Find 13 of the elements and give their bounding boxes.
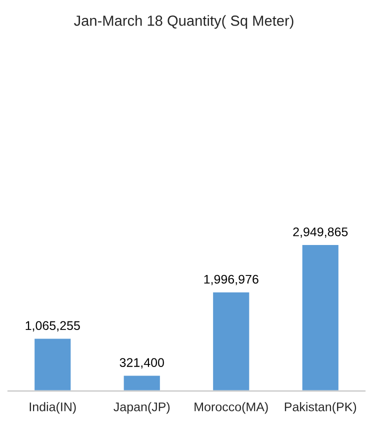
- x-tick-label: Morocco(MA): [194, 402, 268, 414]
- x-tick-label: Pakistan(PK): [284, 402, 356, 414]
- data-label: 1,065,255: [26, 321, 80, 332]
- data-label: 1,996,976: [204, 274, 258, 286]
- bar: [300, 244, 340, 391]
- chart-title: Jan-March 18 Quantity( Sq Meter): [74, 15, 294, 29]
- data-label: 321,400: [120, 358, 164, 368]
- bar: [122, 374, 162, 391]
- bar: [212, 291, 251, 391]
- x-tick-label: Japan(JP): [114, 402, 170, 414]
- data-label: 2,949,865: [293, 227, 348, 238]
- x-tick-label: India(IN): [30, 402, 76, 414]
- bar: [33, 337, 72, 391]
